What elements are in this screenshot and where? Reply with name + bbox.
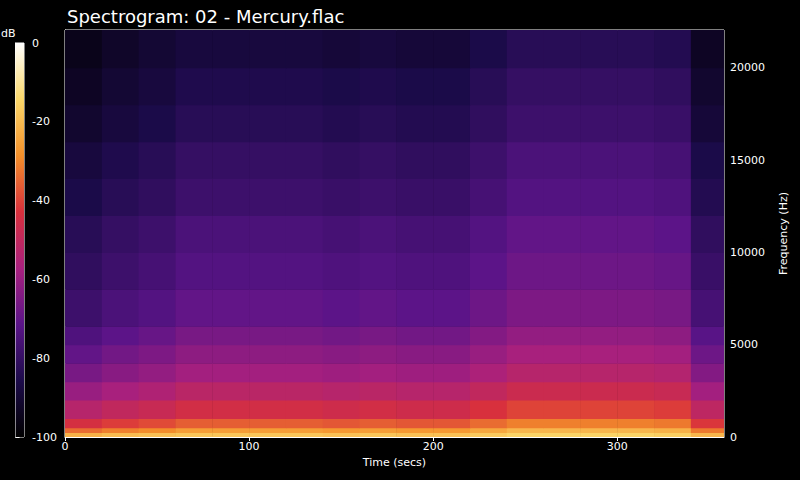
svg-text:0: 0 [32, 37, 39, 50]
svg-text:20000: 20000 [730, 61, 765, 74]
svg-text:-60: -60 [32, 273, 50, 286]
svg-text:Frequency (Hz): Frequency (Hz) [777, 192, 790, 275]
svg-text:5000: 5000 [730, 338, 758, 351]
svg-text:100: 100 [239, 440, 260, 453]
svg-text:10000: 10000 [730, 246, 765, 259]
svg-text:0: 0 [62, 440, 69, 453]
svg-text:0: 0 [730, 431, 737, 444]
svg-text:200: 200 [423, 440, 444, 453]
svg-text:Time (secs): Time (secs) [362, 456, 426, 469]
svg-text:-100: -100 [32, 431, 57, 444]
svg-text:-40: -40 [32, 194, 50, 207]
svg-text:-80: -80 [32, 352, 50, 365]
svg-text:Spectrogram: 02 - Mercury.flac: Spectrogram: 02 - Mercury.flac [67, 6, 344, 27]
svg-text:15000: 15000 [730, 154, 765, 167]
svg-text:-20: -20 [32, 115, 50, 128]
svg-text:dB: dB [1, 27, 16, 40]
svg-text:300: 300 [607, 440, 628, 453]
